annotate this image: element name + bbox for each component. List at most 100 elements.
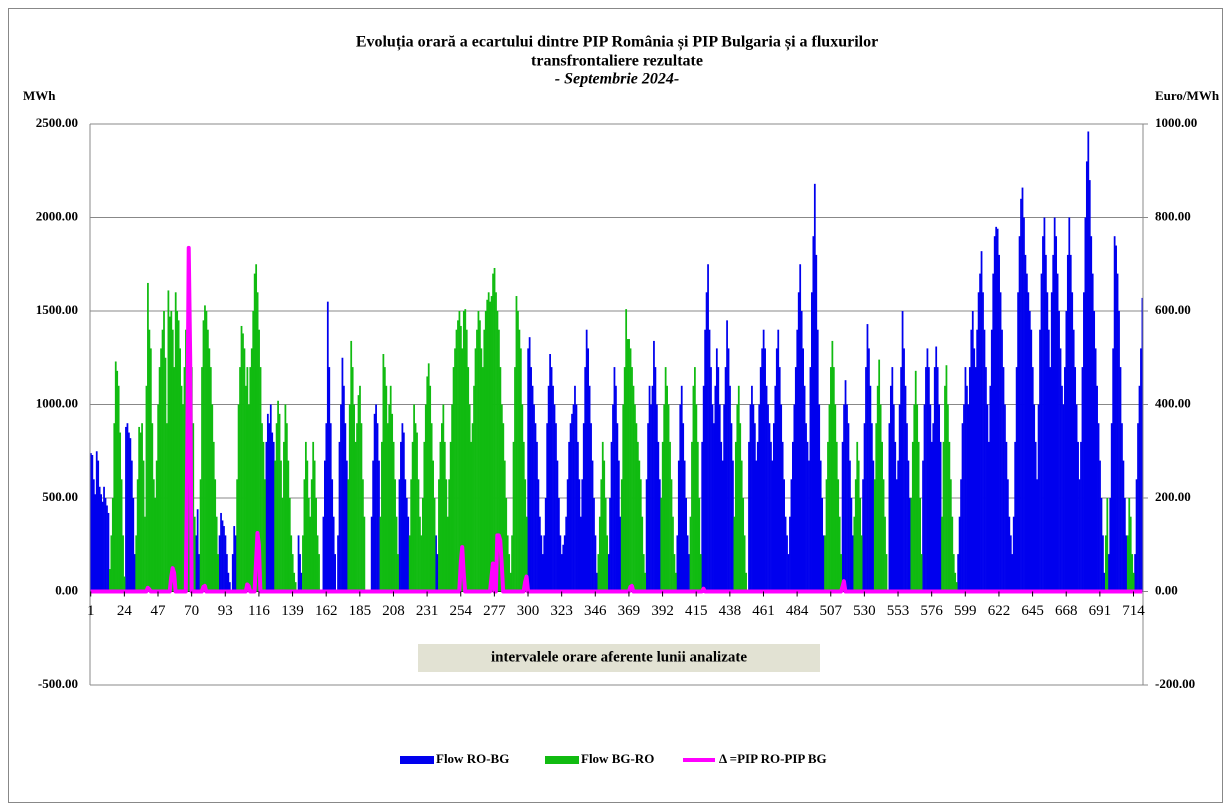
x-tick-label: 645 xyxy=(1021,603,1044,619)
bar xyxy=(571,413,573,592)
bar xyxy=(473,385,475,592)
line xyxy=(90,245,1143,594)
bar xyxy=(587,348,590,592)
y-axis-title: MWh xyxy=(23,88,56,103)
y2-tick-label: -200.00 xyxy=(1155,676,1195,691)
bar xyxy=(382,354,385,592)
bar xyxy=(531,385,534,592)
bar xyxy=(193,516,196,592)
bar xyxy=(569,423,572,592)
bar xyxy=(237,404,240,592)
bar xyxy=(998,254,1000,592)
bar xyxy=(777,329,780,592)
bar xyxy=(942,441,945,592)
bar xyxy=(344,423,347,592)
bar xyxy=(161,329,164,592)
bar xyxy=(1037,404,1040,592)
bar xyxy=(824,535,826,592)
bar xyxy=(889,385,892,592)
bar xyxy=(670,479,673,592)
bar xyxy=(641,516,644,592)
bar xyxy=(1126,535,1129,592)
bar xyxy=(337,535,339,592)
bar xyxy=(755,460,758,592)
legend: Flow RO-BG Flow BG-RO Δ =PIP RO-PIP BG xyxy=(400,751,827,766)
bar xyxy=(560,554,563,592)
bar xyxy=(786,535,788,592)
bar xyxy=(868,348,870,592)
bar xyxy=(897,460,900,592)
bar xyxy=(723,404,726,592)
bar xyxy=(939,441,942,592)
bar xyxy=(1103,572,1106,592)
bar xyxy=(525,516,528,592)
bar xyxy=(992,273,995,592)
bar xyxy=(376,423,379,592)
bar xyxy=(923,404,926,592)
bar xyxy=(919,498,921,592)
bar xyxy=(711,404,714,592)
bar xyxy=(480,348,483,592)
legend-swatch xyxy=(400,756,434,764)
bar xyxy=(512,441,515,592)
bar xyxy=(771,460,774,592)
bar xyxy=(951,516,954,592)
bar xyxy=(139,432,142,592)
bar xyxy=(857,460,860,592)
bar xyxy=(559,535,562,592)
bar xyxy=(142,460,145,592)
bar xyxy=(734,441,737,592)
y-tick-label: 1500.00 xyxy=(36,302,78,317)
bar xyxy=(496,311,499,592)
bar xyxy=(208,348,211,592)
bar xyxy=(995,226,998,592)
bar xyxy=(499,367,502,592)
bar xyxy=(1118,311,1120,592)
bar xyxy=(834,404,837,592)
bar xyxy=(247,404,250,592)
bar xyxy=(239,367,241,592)
bar xyxy=(729,385,731,592)
bar xyxy=(1100,498,1103,592)
bar xyxy=(654,367,657,592)
bar xyxy=(888,423,891,592)
bar xyxy=(648,385,651,592)
x-tick-label: 530 xyxy=(853,603,876,619)
bar xyxy=(682,423,685,592)
bar xyxy=(386,423,389,592)
bar xyxy=(1043,217,1046,592)
bar xyxy=(947,404,949,592)
bar xyxy=(394,479,396,592)
bar xyxy=(907,460,910,592)
bar xyxy=(240,325,243,592)
bar xyxy=(932,423,935,592)
bar xyxy=(869,385,872,592)
y-tick-label: 0.00 xyxy=(55,582,78,597)
bar xyxy=(97,460,100,592)
bar xyxy=(528,337,531,592)
bar xyxy=(362,479,364,592)
bar xyxy=(610,441,613,592)
bar xyxy=(363,516,366,592)
legend-label: Flow BG-RO xyxy=(581,751,654,766)
bar xyxy=(778,367,781,592)
bar xyxy=(1008,516,1011,592)
bar xyxy=(277,400,279,592)
bar xyxy=(1104,535,1107,592)
bar xyxy=(266,413,269,592)
bar xyxy=(357,395,360,592)
bar xyxy=(977,292,980,592)
bar xyxy=(958,516,961,592)
bar xyxy=(152,479,155,592)
bar xyxy=(511,535,513,592)
bar xyxy=(481,367,484,592)
bar xyxy=(1140,348,1142,592)
x-tick-label: 47 xyxy=(151,603,167,619)
bar xyxy=(1064,367,1066,592)
bar xyxy=(664,367,667,592)
bar xyxy=(408,535,411,592)
bar xyxy=(966,385,968,592)
bar xyxy=(147,282,149,592)
bar xyxy=(594,535,597,592)
bar xyxy=(470,441,473,592)
